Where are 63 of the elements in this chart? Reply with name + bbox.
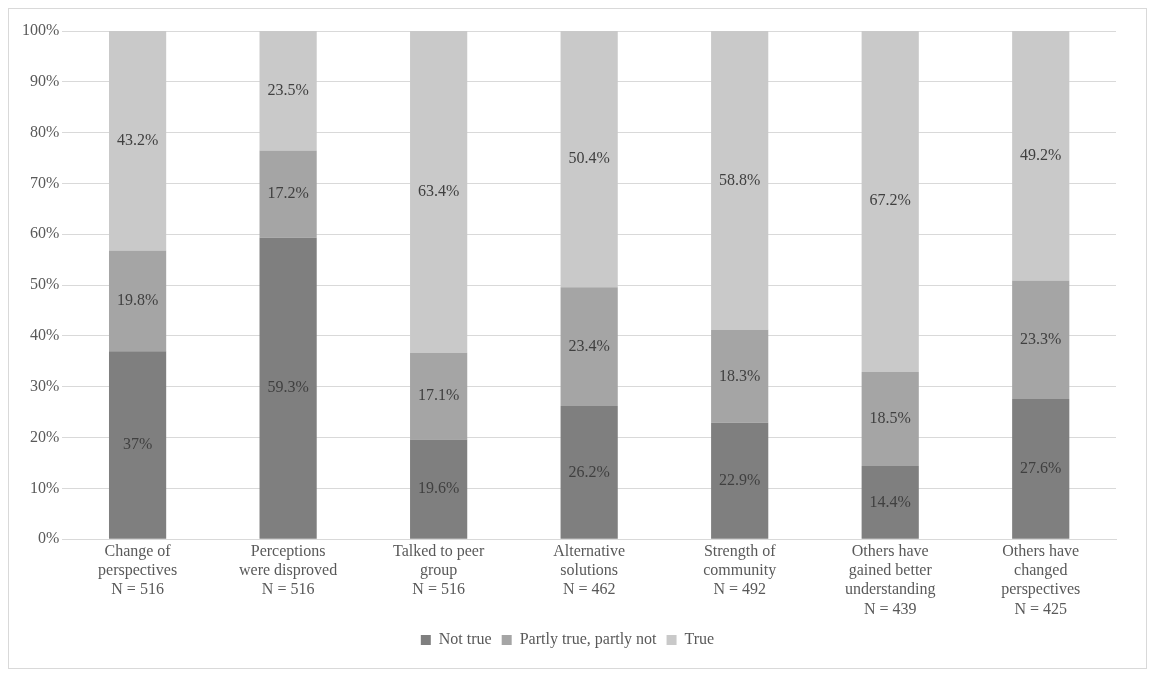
data-label: 17.1% <box>417 386 460 404</box>
bar <box>108 351 167 539</box>
bar <box>560 287 618 407</box>
legend-label: Not true <box>438 630 492 648</box>
y-tick-label: 30% <box>30 376 60 394</box>
data-label: 17.2% <box>267 184 309 202</box>
data-label: 19.6% <box>417 479 460 497</box>
y-tick-label: 60% <box>30 224 60 242</box>
bar <box>1012 31 1070 281</box>
bar <box>861 31 919 372</box>
bar <box>410 352 468 440</box>
y-tick-label: 100% <box>22 21 60 39</box>
y-tick-label: 0% <box>38 529 60 547</box>
bar <box>861 466 919 539</box>
bar <box>711 31 769 330</box>
data-label: 23.3% <box>1020 329 1062 347</box>
y-tick-label: 10% <box>30 478 60 496</box>
y-tick-label: 40% <box>30 326 60 344</box>
bar <box>711 422 769 539</box>
bar <box>108 31 167 251</box>
data-label: 18.5% <box>869 409 911 427</box>
data-label: 58.8% <box>719 170 761 188</box>
data-label: 27.6% <box>1020 459 1062 477</box>
data-label: 19.8% <box>116 291 159 309</box>
x-tick-label: Talked to peer group N = 516 <box>393 542 485 598</box>
data-label: 23.4% <box>568 336 610 354</box>
bar <box>1012 280 1070 399</box>
x-tick-label: Others have changed perspectives N = 425 <box>1001 542 1081 617</box>
data-label: 37% <box>122 435 153 453</box>
bar <box>410 31 468 353</box>
data-label: 67.2% <box>869 191 911 209</box>
x-tick-label: Change of perspectives N = 516 <box>98 542 178 598</box>
data-label: 59.3% <box>267 378 309 396</box>
legend-label: True <box>684 630 715 648</box>
data-label: 26.2% <box>568 462 610 480</box>
bar <box>259 237 317 539</box>
data-label: 49.2% <box>1020 145 1062 163</box>
y-tick-label: 20% <box>30 427 60 445</box>
bar <box>1012 398 1070 539</box>
bar <box>560 406 618 539</box>
y-tick-label: 90% <box>30 72 60 90</box>
bar <box>410 439 468 539</box>
data-label: 50.4% <box>568 149 610 167</box>
x-tick-label: Others have gained better understanding N = 439 <box>844 542 936 617</box>
bar <box>259 31 317 151</box>
data-label: 43.2% <box>116 130 159 148</box>
x-tick-label: Alternative solutions N = 462 <box>553 542 626 598</box>
x-tick-label: Perceptions were disproved N = 516 <box>239 542 338 598</box>
bar <box>108 250 167 352</box>
y-tick-label: 80% <box>30 122 60 140</box>
data-label: 63.4% <box>417 181 460 199</box>
bar <box>861 372 919 467</box>
y-tick-label: 50% <box>30 275 60 293</box>
bar <box>711 329 769 423</box>
x-tick-label: Strength of community N = 492 <box>703 542 777 598</box>
data-label: 14.4% <box>869 492 911 510</box>
y-tick-label: 70% <box>30 173 60 191</box>
data-label: 18.3% <box>719 366 761 384</box>
data-label: 22.9% <box>719 470 761 488</box>
bar <box>259 150 317 238</box>
legend-label: Partly true, partly not <box>519 630 658 649</box>
bar <box>560 31 618 288</box>
data-label: 23.5% <box>267 80 309 98</box>
